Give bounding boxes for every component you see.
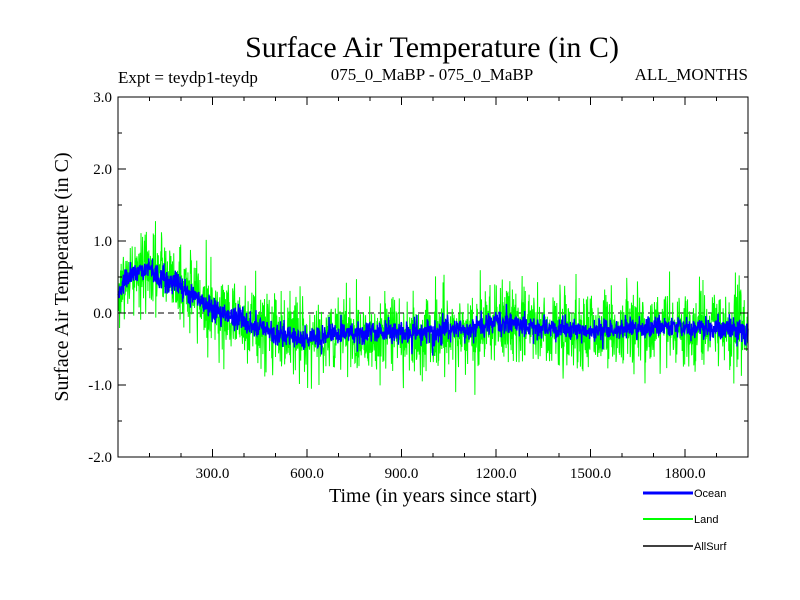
chart-subtitle-center: 075_0_MaBP - 075_0_MaBP [331,65,533,84]
chart-subtitle-right: ALL_MONTHS [635,65,748,84]
y-tick-label: -1.0 [88,378,112,394]
y-tick-label: 3.0 [93,90,112,106]
plot-area [117,221,749,395]
x-tick-label: 300.0 [196,466,230,482]
legend-label-allsurf: AllSurf [694,541,727,553]
x-tick-label: 1500.0 [570,466,611,482]
series-line-ocean [117,258,749,356]
x-tick-label: 1200.0 [475,466,516,482]
y-tick-label: 0.0 [93,306,112,322]
y-axis-ticks: -2.0 -1.0 0.0 1.0 2.0 3.0 [88,90,748,466]
y-tick-label: 2.0 [93,162,112,178]
x-tick-label: 600.0 [290,466,324,482]
legend-label-ocean: Ocean [694,488,726,500]
y-tick-label: 1.0 [93,234,112,250]
x-axis-ticks: 300.0 600.0 900.0 1200.0 1500.0 1800.0 [149,97,717,482]
chart-title: Surface Air Temperature (in C) [245,31,619,64]
legend-label-land: Land [694,514,718,526]
x-tick-label: 900.0 [385,466,419,482]
y-axis-label: Surface Air Temperature (in C) [51,152,73,401]
x-tick-label: 1800.0 [664,466,705,482]
chart-subtitle-left: Expt = teydp1-teydp [118,68,258,87]
y-tick-label: -2.0 [88,450,112,466]
x-axis-label: Time (in years since start) [329,485,537,507]
legend: Ocean Land AllSurf [643,488,727,553]
plot-frame [117,96,749,458]
